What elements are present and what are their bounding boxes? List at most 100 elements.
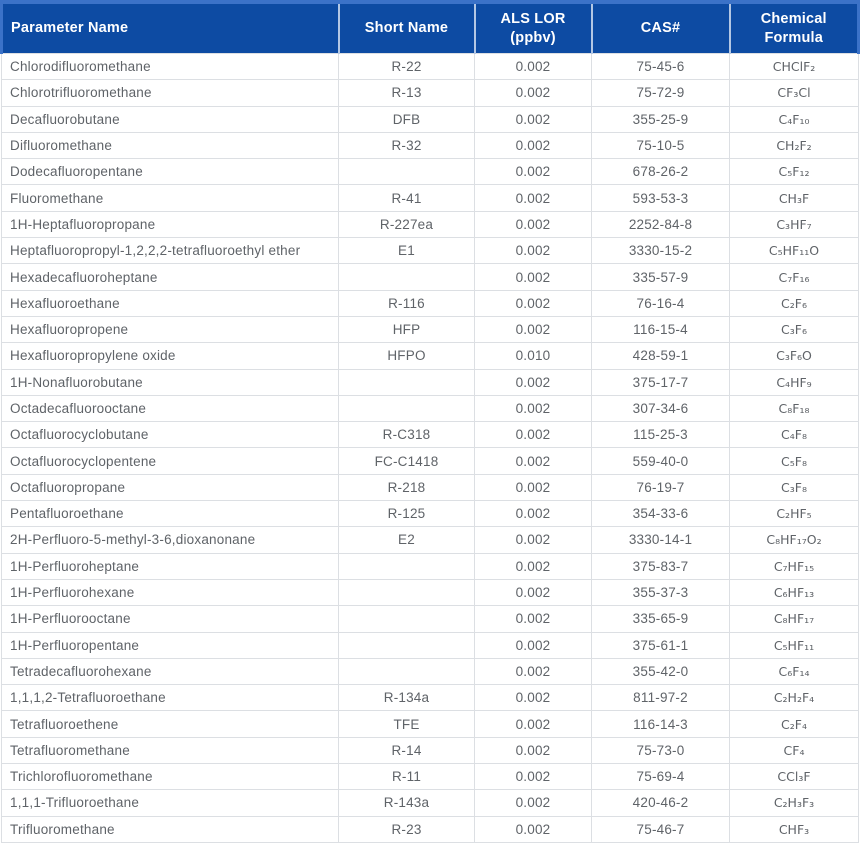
cas-number-cell: 75-45-6 [591, 52, 730, 81]
parameter-name-cell: Tetradecafluorohexane [1, 657, 339, 686]
als-lor-cell: 0.002 [474, 237, 592, 265]
table-row: Difluoromethane R-32 0.002 75-10-5 CH₂F₂ [1, 131, 859, 160]
short-name-cell: R-41 [338, 184, 475, 212]
table-row: 1H-Perfluoropentane 0.002 375-61-1 C₅HF₁… [1, 631, 859, 659]
cas-number-cell: 76-19-7 [591, 473, 730, 502]
short-name-cell: R-23 [338, 815, 475, 843]
cas-number-cell: 116-15-4 [591, 315, 730, 344]
table-row: Tetrafluoromethane R-14 0.002 75-73-0 CF… [1, 736, 859, 765]
table-row: 1H-Nonafluorobutane 0.002 375-17-7 C₄HF₉ [1, 368, 859, 396]
chemical-formula-cell: CHClF₂ [729, 52, 859, 81]
short-name-cell: E1 [338, 237, 475, 265]
als-lor-cell: 0.002 [474, 473, 592, 502]
cas-number-cell: 375-61-1 [591, 631, 730, 659]
header-chemical-formula: Chemical Formula [728, 0, 860, 54]
parameter-name-cell: 1,1,1,2-Tetrafluoroethane [1, 684, 339, 712]
header-cas-number: CAS# [590, 0, 730, 54]
als-lor-cell: 0.002 [474, 605, 592, 633]
chemical-formula-cell: C₂F₆ [729, 289, 859, 317]
header-short-name: Short Name [337, 0, 475, 54]
chemical-formula-cell: CHF₃ [729, 815, 859, 843]
parameter-name-cell: Tetrafluoromethane [1, 736, 339, 765]
table-row: Hexafluoropropene HFP 0.002 116-15-4 C₃F… [1, 315, 859, 344]
chemical-formula-cell: C₄HF₉ [729, 368, 859, 396]
chemical-formula-cell: C₂H₂F₄ [729, 684, 859, 712]
table-row: 1H-Perfluorooctane 0.002 335-65-9 C₈HF₁₇ [1, 605, 859, 633]
short-name-cell: R-22 [338, 52, 475, 81]
als-lor-cell: 0.002 [474, 158, 592, 186]
parameter-name-cell: Octafluoropropane [1, 473, 339, 502]
chemical-formula-cell: C₅HF₁₁ [729, 631, 859, 659]
parameter-name-cell: 1,1,1-Trifluoroethane [1, 789, 339, 817]
parameter-name-cell: Hexafluoroethane [1, 289, 339, 317]
short-name-cell: R-227ea [338, 210, 475, 239]
short-name-cell: R-134a [338, 684, 475, 712]
table-row: 1H-Heptafluoropropane R-227ea 0.002 2252… [1, 210, 859, 239]
cas-number-cell: 428-59-1 [591, 342, 730, 370]
parameter-name-cell: Hexafluoropropene [1, 315, 339, 344]
table-row: Octafluorocyclopentene FC-C1418 0.002 55… [1, 447, 859, 475]
cas-number-cell: 593-53-3 [591, 184, 730, 212]
table-row: Pentafluoroethane R-125 0.002 354-33-6 C… [1, 500, 859, 528]
short-name-cell: R-143a [338, 789, 475, 817]
cas-number-cell: 3330-15-2 [591, 237, 730, 265]
short-name-cell: R-218 [338, 473, 475, 502]
chemical-formula-cell: C₃HF₇ [729, 210, 859, 239]
short-name-cell: HFP [338, 315, 475, 344]
cas-number-cell: 75-46-7 [591, 815, 730, 843]
cas-number-cell: 115-25-3 [591, 421, 730, 449]
chemical-formula-cell: CF₃Cl [729, 79, 859, 107]
chemical-formula-cell: C₅HF₁₁O [729, 237, 859, 265]
cas-number-cell: 335-57-9 [591, 263, 730, 291]
als-lor-cell: 0.002 [474, 657, 592, 686]
table-row: Trichlorofluoromethane R-11 0.002 75-69-… [1, 763, 859, 791]
table-row: 1,1,1,2-Tetrafluoroethane R-134a 0.002 8… [1, 684, 859, 712]
als-lor-cell: 0.002 [474, 815, 592, 843]
chemical-formula-cell: C₃F₆O [729, 342, 859, 370]
table-row: Octadecafluorooctane 0.002 307-34-6 C₈F₁… [1, 394, 859, 423]
short-name-cell [338, 158, 475, 186]
chemical-formula-cell: C₂H₃F₃ [729, 789, 859, 817]
header-parameter-name: Parameter Name [0, 0, 339, 54]
parameter-name-cell: Octadecafluorooctane [1, 394, 339, 423]
als-lor-cell: 0.002 [474, 552, 592, 580]
table-row: 2H-Perfluoro-5-methyl-3-6,dioxanonane E2… [1, 526, 859, 554]
als-lor-cell: 0.002 [474, 500, 592, 528]
chemical-formula-cell: C₈HF₁₇ [729, 605, 859, 633]
cas-number-cell: 307-34-6 [591, 394, 730, 423]
als-lor-cell: 0.010 [474, 342, 592, 370]
parameter-name-cell: Chlorodifluoromethane [1, 52, 339, 81]
cas-number-cell: 355-37-3 [591, 578, 730, 607]
chemical-formula-cell: C₄F₈ [729, 421, 859, 449]
chemical-formula-cell: C₂HF₅ [729, 500, 859, 528]
table-row: 1H-Perfluoroheptane 0.002 375-83-7 C₇HF₁… [1, 552, 859, 580]
parameter-name-cell: Octafluorocyclopentene [1, 447, 339, 475]
cas-number-cell: 355-42-0 [591, 657, 730, 686]
table-row: Decafluorobutane DFB 0.002 355-25-9 C₄F₁… [1, 105, 859, 133]
chemical-formula-cell: C₅F₁₂ [729, 158, 859, 186]
cas-number-cell: 335-65-9 [591, 605, 730, 633]
cas-number-cell: 559-40-0 [591, 447, 730, 475]
short-name-cell: E2 [338, 526, 475, 554]
als-lor-cell: 0.002 [474, 289, 592, 317]
table-row: Tetradecafluorohexane 0.002 355-42-0 C₆F… [1, 657, 859, 686]
chemical-formula-cell: C₆HF₁₃ [729, 578, 859, 607]
chemical-formula-cell: C₅F₈ [729, 447, 859, 475]
cas-number-cell: 375-17-7 [591, 368, 730, 396]
header-als-lor: ALS LOR (ppbv) [473, 0, 592, 54]
parameter-name-cell: Trifluoromethane [1, 815, 339, 843]
short-name-cell [338, 631, 475, 659]
short-name-cell [338, 657, 475, 686]
short-name-cell: TFE [338, 710, 475, 738]
parameter-name-cell: 1H-Perfluoropentane [1, 631, 339, 659]
als-lor-cell: 0.002 [474, 315, 592, 344]
als-lor-cell: 0.002 [474, 421, 592, 449]
cas-number-cell: 75-10-5 [591, 131, 730, 160]
parameter-name-cell: Tetrafluoroethene [1, 710, 339, 738]
short-name-cell: DFB [338, 105, 475, 133]
short-name-cell: FC-C1418 [338, 447, 475, 475]
header-row: Parameter Name Short Name ALS LOR (ppbv)… [0, 0, 860, 54]
chemical-formula-cell: CCl₃F [729, 763, 859, 791]
